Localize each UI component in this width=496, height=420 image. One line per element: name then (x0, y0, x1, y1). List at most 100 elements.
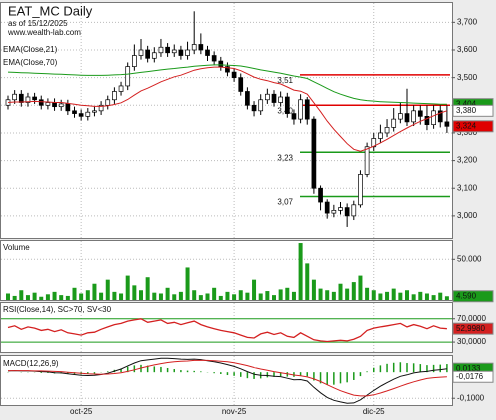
candle-body (98, 104, 104, 112)
candle-body (78, 113, 84, 117)
candle-body (138, 49, 144, 56)
volume-bar (438, 292, 443, 300)
histogram-bar (432, 364, 435, 373)
volume-bar (444, 296, 449, 300)
volume-bar (358, 275, 363, 300)
candle-body (32, 96, 37, 101)
candle-body (132, 55, 137, 67)
level-label: 3,07 (277, 198, 293, 207)
candle-body (245, 91, 250, 106)
histogram-bar (246, 372, 249, 379)
candle-body (185, 49, 190, 56)
volume-bar (278, 289, 283, 300)
histogram-bar (200, 371, 202, 373)
volume-bar (318, 288, 323, 300)
volume-bar (311, 279, 316, 300)
volume-bar (351, 282, 356, 300)
y-tick-label: 3,700 (457, 17, 478, 26)
histogram-bar (186, 370, 189, 373)
histogram-bar (279, 372, 282, 377)
volume-bar (225, 291, 230, 300)
y-tick-label: 3,200 (457, 156, 478, 165)
candle-body (391, 118, 397, 128)
volume-bar (371, 290, 376, 300)
price-panel (0, 2, 453, 239)
candle-body (384, 127, 390, 134)
histogram-bar (333, 372, 335, 385)
volume-bar (198, 295, 203, 300)
candle-body (165, 46, 170, 54)
candle-body (265, 93, 270, 101)
histogram-bar (193, 370, 195, 373)
histogram-bar (339, 372, 342, 384)
volume-bar (172, 294, 177, 300)
volume-bar (418, 291, 423, 300)
marks: oct-25 nov-25 dic-253,0003,1003,2003,3003,… (1, 3, 494, 416)
volume-bar (52, 291, 57, 300)
histogram-bar (153, 366, 156, 373)
value-label: -0,0176 (456, 372, 484, 381)
candle-body (258, 99, 264, 112)
candle-body (211, 55, 217, 62)
value-label: 3,380 (456, 106, 477, 115)
y-tick-label: 3,000 (457, 211, 478, 220)
value-label: 52,9980 (456, 324, 485, 333)
volume-bar (232, 294, 237, 300)
candle-body (284, 96, 290, 114)
chart-title: EAT_MC Daily (8, 3, 93, 18)
histogram-bar (419, 364, 422, 373)
volume-bar (19, 290, 24, 300)
candle-body (45, 102, 51, 106)
histogram-bar (366, 371, 368, 373)
candle-body (158, 46, 164, 54)
histogram-bar (359, 372, 362, 377)
volume-bar (79, 293, 84, 300)
panel-title: MACD(12,26,9) (3, 359, 59, 368)
volume-bar (405, 290, 409, 300)
volume-bar (331, 291, 336, 300)
histogram-bar (253, 372, 255, 379)
legend-entry: EMA(Close,70) (3, 58, 58, 67)
histogram-bar (166, 367, 169, 373)
candle-body (198, 44, 204, 51)
histogram-bar (47, 372, 49, 373)
candle-body (171, 49, 177, 54)
value-label-box (452, 322, 494, 335)
volume-bar (385, 291, 390, 300)
candle-body (404, 113, 410, 123)
histogram-bar (313, 372, 315, 381)
histogram-bar (120, 368, 122, 373)
candle-body (271, 93, 277, 103)
histogram-bar (306, 372, 308, 377)
macd-line (7, 357, 447, 404)
histogram-bar (392, 362, 395, 373)
x-tick-label: nov-25 (222, 407, 247, 416)
candle-body (364, 146, 370, 175)
candle-body (58, 103, 64, 108)
histogram-bar (87, 372, 89, 374)
candle-body (291, 113, 297, 120)
histogram-bar (126, 366, 129, 373)
histogram-bar (226, 372, 229, 376)
candle-body (378, 132, 383, 139)
volume-bar (65, 295, 70, 300)
volume-bar (298, 243, 303, 300)
candle-body (351, 204, 357, 217)
value-label: 0,0133 (456, 364, 481, 373)
candle-body (304, 99, 310, 120)
histogram-bar (286, 372, 289, 377)
value-label: 3,404 (456, 99, 477, 108)
y-tick-label: 3,300 (457, 128, 478, 137)
volume-bar (411, 294, 416, 300)
volume-bar (345, 288, 350, 300)
candle-body (371, 138, 377, 148)
candle-body (225, 66, 230, 73)
histogram-bar (93, 372, 96, 374)
level-label: 3,51 (277, 76, 293, 85)
panel-title: Volume (3, 243, 30, 252)
value-label-box (452, 290, 494, 303)
volume-bar (431, 295, 436, 300)
volume-bar (165, 287, 170, 300)
candle-body (431, 110, 436, 125)
